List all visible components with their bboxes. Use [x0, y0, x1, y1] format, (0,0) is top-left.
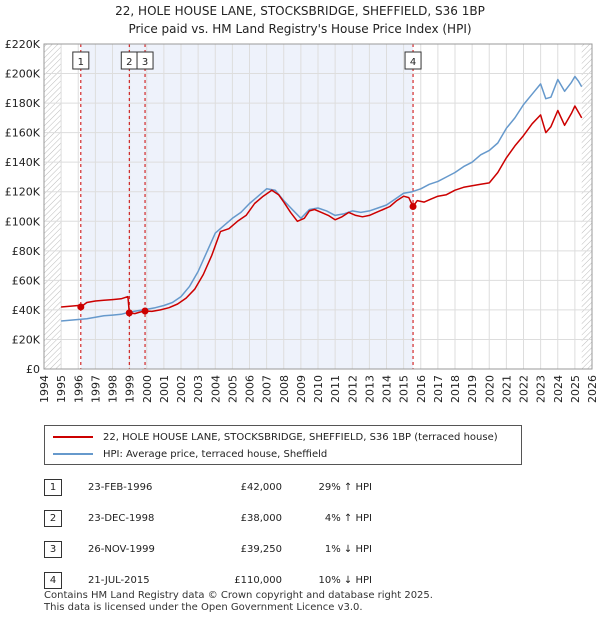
- transaction-date: 21-JUL-2015: [88, 575, 150, 586]
- x-tick-label: 2026: [586, 375, 599, 403]
- legend-swatch-hpi: [53, 453, 93, 455]
- legend-label-property: 22, HOLE HOUSE LANE, STOCKSBRIDGE, SHEFF…: [103, 431, 498, 443]
- x-tick-label: 2021: [500, 375, 513, 403]
- legend-item-property: 22, HOLE HOUSE LANE, STOCKSBRIDGE, SHEFF…: [53, 429, 498, 445]
- chart-title: 22, HOLE HOUSE LANE, STOCKSBRIDGE, SHEFF…: [115, 4, 485, 18]
- plot-frame: [43, 43, 593, 370]
- transaction-price: £39,250: [240, 544, 282, 555]
- x-tick-label: 2020: [483, 375, 496, 403]
- price-chart: £0 £20K £40K £60K £80K £100K £120K £140K £160K £1…: [5, 38, 599, 403]
- sale-badge: [136, 51, 154, 70]
- transaction-date: 23-DEC-1998: [88, 513, 155, 524]
- x-tick-label: 2001: [158, 375, 171, 403]
- property-price-line: [61, 105, 583, 315]
- x-tick-label: 2013: [363, 375, 376, 403]
- transaction-price: £110,000: [234, 575, 282, 586]
- y-tick-label: £140K: [5, 156, 41, 169]
- x-tick-label: 1999: [124, 375, 137, 403]
- x-tick-label: 1994: [38, 375, 51, 403]
- sale-badge-label: 1: [78, 57, 84, 68]
- y-tick-label: £20K: [12, 333, 41, 346]
- transaction-price: £42,000: [240, 482, 282, 493]
- x-tick-label: 2019: [466, 375, 479, 403]
- transaction-date: 23-FEB-1996: [88, 482, 153, 493]
- transaction-badge: 1: [44, 479, 62, 496]
- x-tick-label: 2006: [244, 375, 257, 403]
- x-tick-label: 2014: [381, 375, 394, 403]
- x-tick-label: 2008: [278, 375, 291, 403]
- x-tick-label: 2024: [552, 375, 565, 403]
- x-tick-label: 2005: [226, 375, 239, 403]
- sale-point: [77, 303, 85, 311]
- y-tick-label: £200K: [5, 68, 41, 81]
- x-tick-label: 2018: [449, 375, 462, 403]
- x-tick-label: 2003: [192, 375, 205, 403]
- x-tick-label: 2023: [535, 375, 548, 403]
- y-tick-label: £160K: [5, 127, 41, 140]
- transaction-hpi: 10% ↓ HPI: [318, 575, 372, 586]
- table-row: 2 23-DEC-1998 £38,000 4% ↑ HPI: [44, 503, 372, 534]
- legend-label-hpi: HPI: Average price, terraced house, Shef…: [103, 448, 328, 460]
- transaction-price: £38,000: [240, 513, 282, 524]
- x-tick-label: 2002: [175, 375, 188, 403]
- transaction-hpi: 4% ↑ HPI: [324, 513, 372, 524]
- footer-licence: This data is licensed under the Open Gov…: [44, 602, 363, 613]
- sale-badge-label: 2: [126, 57, 132, 68]
- transaction-date: 26-NOV-1999: [88, 544, 155, 555]
- x-tick-label: 2007: [261, 375, 274, 403]
- x-tick-label: 1997: [89, 375, 102, 403]
- sale-point: [125, 309, 133, 317]
- transaction-badge: 2: [44, 510, 62, 527]
- legend-item-hpi: HPI: Average price, terraced house, Shef…: [53, 446, 327, 462]
- sale-badge-label: 3: [142, 57, 148, 68]
- x-tick-label: 2022: [518, 375, 531, 403]
- y-tick-label: £120K: [5, 186, 41, 199]
- sale-badge-label: 4: [410, 57, 416, 68]
- transaction-hpi: 29% ↑ HPI: [318, 482, 372, 493]
- x-tick-label: 2015: [398, 375, 411, 403]
- x-tick-label: 2000: [141, 375, 154, 403]
- transactions-table: 1 23-FEB-1996 £42,000 29% ↑ HPI 2 23-DEC…: [44, 472, 372, 596]
- x-tick-label: 2016: [415, 375, 428, 403]
- y-tick-label: £60K: [12, 274, 41, 287]
- transaction-hpi: 1% ↓ HPI: [324, 544, 372, 555]
- legend-swatch-property: [53, 436, 93, 438]
- transaction-badge: 4: [44, 572, 62, 589]
- hpi-line: [61, 75, 583, 322]
- table-row: 3 26-NOV-1999 £39,250 1% ↓ HPI: [44, 534, 372, 565]
- chart-subtitle: Price paid vs. HM Land Registry's House …: [128, 22, 472, 36]
- x-tick-label: 2012: [346, 375, 359, 403]
- hatched-region-end: [581, 44, 592, 369]
- x-tick-label: 1998: [107, 375, 120, 403]
- x-tick-label: 2009: [295, 375, 308, 403]
- y-tick-label: £0: [26, 363, 40, 376]
- transaction-badge: 3: [44, 541, 62, 558]
- x-tick-label: 2011: [329, 375, 342, 403]
- table-row: 4 21-JUL-2015 £110,000 10% ↓ HPI: [44, 565, 372, 596]
- sale-badge: [72, 51, 90, 70]
- x-tick-label: 2025: [569, 375, 582, 403]
- y-tick-label: £80K: [12, 245, 41, 258]
- footer: Contains HM Land Registry data © Crown c…: [44, 590, 433, 614]
- sale-point: [141, 307, 149, 315]
- table-row: 1 23-FEB-1996 £42,000 29% ↑ HPI: [44, 472, 372, 503]
- x-tick-label: 2010: [312, 375, 325, 403]
- x-tick-label: 2017: [432, 375, 445, 403]
- sale-point: [409, 203, 417, 210]
- x-tick-label: 1995: [55, 375, 68, 403]
- x-tick-label: 2004: [209, 375, 222, 403]
- y-tick-label: £100K: [5, 215, 41, 228]
- hatched-region-start: [44, 44, 62, 369]
- x-tick-label: 1996: [72, 375, 85, 403]
- y-tick-label: £180K: [5, 97, 41, 110]
- sale-badge: [404, 51, 422, 70]
- y-tick-label: £40K: [12, 304, 41, 317]
- footer-copyright: Contains HM Land Registry data © Crown c…: [44, 590, 433, 601]
- y-tick-label: £220K: [5, 38, 41, 51]
- chart-legend: 22, HOLE HOUSE LANE, STOCKSBRIDGE, SHEFF…: [44, 425, 522, 465]
